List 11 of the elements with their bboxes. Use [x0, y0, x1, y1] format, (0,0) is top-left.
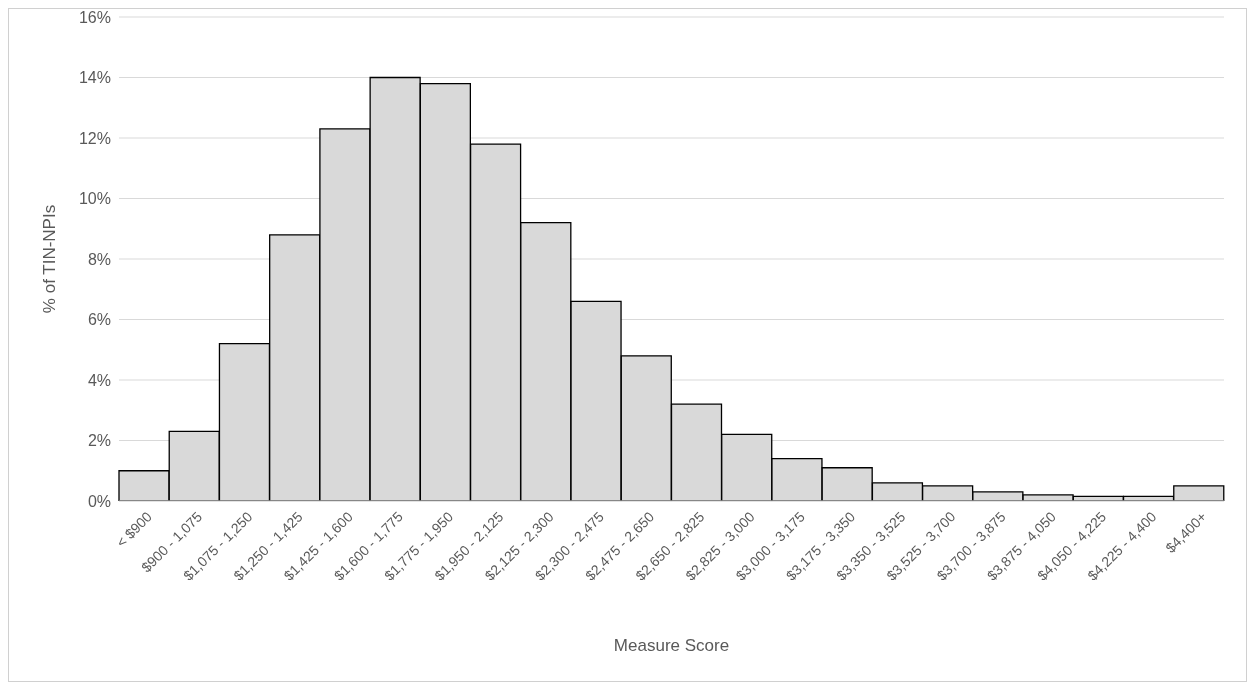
y-axis-title: % of TIN-NPIs — [40, 204, 60, 314]
y-tick-label: 4% — [87, 371, 111, 389]
y-tick-label: 14% — [78, 69, 111, 87]
x-axis-title: Measure Score — [613, 636, 730, 655]
y-tick-label: 12% — [78, 129, 111, 147]
y-tick-label: 10% — [78, 190, 111, 208]
y-tick-label: 8% — [87, 250, 111, 268]
y-tick-label: 16% — [78, 8, 111, 26]
y-tick-label: 6% — [87, 311, 111, 329]
y-tick-label: 0% — [87, 492, 111, 510]
y-tick-label: 2% — [87, 432, 111, 450]
